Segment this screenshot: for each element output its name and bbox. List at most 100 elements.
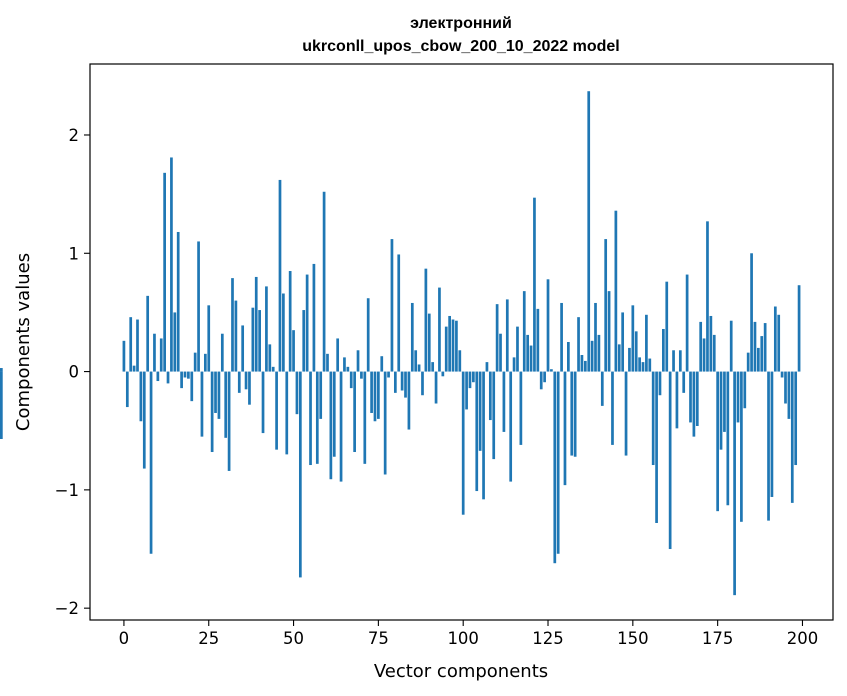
bar-41 bbox=[261, 371, 265, 434]
bar-70 bbox=[360, 371, 363, 379]
bar-98 bbox=[455, 320, 458, 372]
y-tick-label: −2 bbox=[55, 599, 79, 618]
bar-9 bbox=[153, 333, 156, 372]
bar-65 bbox=[343, 357, 346, 372]
bar-146 bbox=[617, 344, 621, 372]
bar-190 bbox=[767, 371, 770, 521]
y-axis-label: Components values bbox=[13, 253, 34, 431]
bar-95 bbox=[444, 326, 448, 372]
bar-82 bbox=[400, 371, 404, 391]
bar-40 bbox=[258, 310, 261, 372]
bar-143 bbox=[607, 291, 611, 372]
bar-110 bbox=[495, 304, 499, 372]
bar-56 bbox=[312, 263, 316, 372]
bar-18 bbox=[183, 371, 187, 378]
bar-94 bbox=[441, 371, 445, 377]
bar-154 bbox=[645, 314, 648, 372]
bar-39 bbox=[254, 276, 258, 372]
bar-167 bbox=[689, 371, 692, 423]
bar-49 bbox=[288, 271, 292, 372]
bar-104 bbox=[475, 371, 479, 492]
bar-175 bbox=[716, 371, 719, 512]
bar-162 bbox=[672, 350, 675, 372]
bar-87 bbox=[417, 364, 421, 372]
bar-88 bbox=[421, 371, 424, 396]
bar-16 bbox=[176, 231, 180, 372]
bar-112 bbox=[502, 371, 506, 432]
bar-1 bbox=[125, 371, 129, 408]
bar-78 bbox=[387, 371, 390, 378]
bar-13 bbox=[166, 371, 170, 384]
bar-182 bbox=[740, 371, 743, 522]
bar-122 bbox=[536, 308, 540, 372]
bar-120 bbox=[529, 345, 533, 372]
bar-undefined bbox=[0, 368, 3, 372]
bar-193 bbox=[777, 314, 781, 372]
bar-84 bbox=[407, 371, 411, 430]
bar-186 bbox=[753, 321, 757, 372]
bar-185 bbox=[750, 253, 753, 372]
bar-15 bbox=[173, 312, 177, 372]
bar-145 bbox=[614, 210, 618, 372]
bar-55 bbox=[309, 371, 312, 466]
x-tick-label: 150 bbox=[617, 629, 649, 648]
bar-132 bbox=[570, 371, 574, 456]
bar-35 bbox=[241, 325, 245, 372]
bar-97 bbox=[451, 319, 455, 372]
x-axis-label: Vector components bbox=[374, 661, 548, 682]
bar-199 bbox=[797, 285, 801, 372]
bar-38 bbox=[251, 307, 255, 372]
bar-103 bbox=[472, 371, 475, 383]
bar-85 bbox=[410, 302, 414, 372]
chart-title-line-2: ukrconll_upos_cbow_200_10_2022 model bbox=[302, 38, 619, 55]
x-tick-label: 200 bbox=[787, 629, 819, 648]
bar-194 bbox=[780, 371, 784, 378]
bar-117 bbox=[519, 371, 523, 445]
bar-75 bbox=[377, 371, 380, 419]
bar-192 bbox=[773, 306, 777, 372]
bar-106 bbox=[482, 371, 485, 500]
bar-20 bbox=[190, 371, 194, 402]
bar-27 bbox=[214, 371, 217, 413]
bar-58 bbox=[319, 371, 323, 419]
bar-46 bbox=[278, 179, 282, 372]
bar-125 bbox=[546, 279, 550, 372]
bar-107 bbox=[485, 362, 489, 372]
bar-74 bbox=[373, 371, 377, 422]
bar-7 bbox=[146, 295, 150, 372]
bar-124 bbox=[543, 371, 546, 383]
bar-121 bbox=[533, 197, 536, 372]
bar-105 bbox=[478, 371, 482, 451]
bar-157 bbox=[655, 371, 658, 523]
bar-10 bbox=[156, 371, 160, 382]
bar-undefined bbox=[0, 371, 3, 439]
bar-68 bbox=[353, 371, 356, 453]
bar-148 bbox=[624, 371, 628, 456]
bar-33 bbox=[234, 300, 238, 372]
bar-30 bbox=[224, 371, 228, 438]
bar-191 bbox=[770, 371, 774, 497]
bar-180 bbox=[733, 371, 736, 596]
x-tick-label: 50 bbox=[283, 629, 304, 648]
bar-159 bbox=[662, 328, 665, 372]
bar-60 bbox=[326, 353, 329, 372]
bar-181 bbox=[736, 371, 740, 423]
bar-165 bbox=[682, 371, 686, 393]
bar-47 bbox=[282, 293, 285, 372]
bar-12 bbox=[163, 172, 166, 372]
bar-45 bbox=[275, 371, 278, 450]
bar-48 bbox=[285, 371, 289, 455]
bar-136 bbox=[583, 360, 587, 372]
bar-79 bbox=[390, 239, 394, 372]
bar-37 bbox=[248, 371, 251, 405]
bar-100 bbox=[461, 371, 465, 515]
bar-102 bbox=[468, 371, 472, 389]
x-tick-label: 0 bbox=[119, 629, 130, 648]
bar-183 bbox=[743, 371, 747, 409]
bar-129 bbox=[560, 302, 563, 372]
bar-177 bbox=[723, 371, 726, 432]
bar-127 bbox=[553, 371, 557, 564]
bar-115 bbox=[512, 357, 516, 372]
bar-113 bbox=[505, 299, 509, 372]
